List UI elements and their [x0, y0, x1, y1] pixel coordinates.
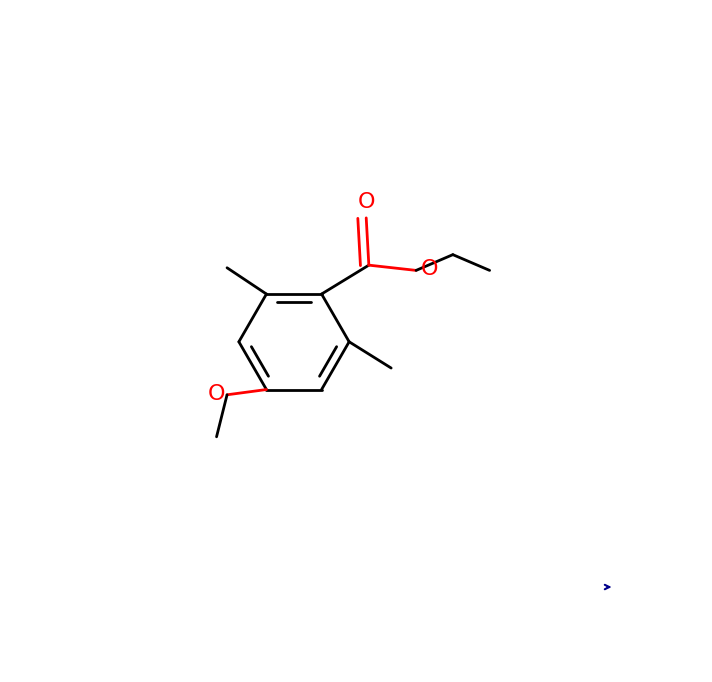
Text: O: O: [420, 259, 438, 279]
Text: O: O: [208, 384, 226, 404]
Text: O: O: [357, 192, 375, 211]
